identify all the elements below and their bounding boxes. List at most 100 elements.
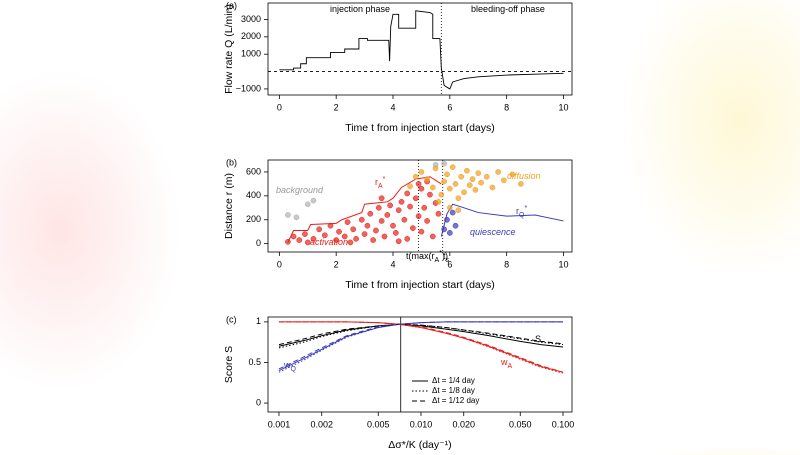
annotation-part: injection phase bbox=[330, 4, 390, 14]
annotation: bleeding-off phase bbox=[471, 4, 545, 14]
data-point bbox=[466, 182, 473, 188]
x-tick-label: 0 bbox=[277, 102, 282, 112]
x-tick-label: 6 bbox=[447, 102, 452, 112]
annotation: rQ* bbox=[516, 205, 527, 219]
x-tick-label: 0.005 bbox=[367, 419, 390, 429]
data-point bbox=[441, 160, 447, 167]
data-point bbox=[449, 209, 456, 216]
annotation: diffusion bbox=[507, 171, 541, 181]
data-point bbox=[483, 173, 490, 180]
data-point bbox=[461, 189, 467, 196]
data-point bbox=[333, 237, 340, 243]
annotation-part: activation bbox=[310, 237, 348, 247]
x-tick-label: 0.010 bbox=[410, 419, 433, 429]
x-axis-title: Time t from injection start (days) bbox=[345, 279, 495, 291]
x-tick-label: 0.050 bbox=[509, 419, 532, 429]
y-tick-label: 0 bbox=[256, 238, 261, 248]
data-point bbox=[398, 198, 405, 205]
x-tick-label: 0.002 bbox=[310, 419, 333, 429]
data-point bbox=[429, 184, 436, 191]
x-tick-label: 8 bbox=[504, 102, 509, 112]
x-tick-label: 6 bbox=[447, 259, 452, 269]
panel-label: (a) bbox=[226, 0, 237, 10]
data-line bbox=[278, 321, 564, 373]
data-point bbox=[452, 222, 459, 229]
y-axis-title: Score S bbox=[223, 346, 235, 383]
y-tick-label: 0.5 bbox=[248, 357, 261, 367]
plot-frame bbox=[267, 2, 573, 96]
x-tick-label: 4 bbox=[391, 259, 396, 269]
annotation-part: A bbox=[435, 257, 440, 264]
annotation-part: r bbox=[516, 206, 519, 216]
plot-frame bbox=[267, 159, 573, 253]
x-tick-label: 0.020 bbox=[452, 419, 475, 429]
data-point bbox=[489, 184, 496, 191]
data-line bbox=[279, 10, 564, 90]
x-tick-label: 2 bbox=[334, 259, 339, 269]
data-point bbox=[367, 210, 374, 217]
data-point bbox=[375, 204, 382, 211]
data-point bbox=[500, 177, 507, 184]
data-point bbox=[418, 185, 425, 192]
data-point bbox=[316, 226, 322, 233]
annotation: quiescence bbox=[470, 227, 516, 237]
data-point bbox=[304, 201, 311, 208]
data-point bbox=[518, 181, 524, 187]
annotation: injection phase bbox=[330, 4, 390, 14]
data-point bbox=[495, 169, 501, 175]
data-line bbox=[278, 323, 564, 346]
annotation: S bbox=[535, 334, 541, 344]
data-line bbox=[278, 321, 564, 372]
x-tick-label: 10 bbox=[558, 102, 568, 112]
annotation: t(max(rA*)) bbox=[406, 250, 448, 264]
annotation-part: t bbox=[443, 251, 446, 261]
y-tick-label: 0 bbox=[256, 397, 261, 407]
annotation-part: Q bbox=[519, 212, 525, 219]
x-axis-title: Δσ*/K (day⁻¹) bbox=[388, 439, 451, 450]
data-point bbox=[350, 226, 357, 233]
annotation: wA bbox=[500, 357, 513, 369]
annotation-part: * bbox=[524, 205, 527, 212]
data-point bbox=[321, 232, 328, 239]
data-point bbox=[407, 203, 413, 210]
data-point bbox=[415, 213, 422, 220]
data-point bbox=[336, 228, 342, 235]
y-tick-label: 600 bbox=[246, 166, 261, 176]
data-point bbox=[475, 170, 482, 176]
data-line bbox=[278, 321, 564, 374]
data-point bbox=[353, 236, 359, 242]
data-point bbox=[446, 204, 453, 211]
annotation-part: )) bbox=[442, 251, 448, 261]
y-tick-label: 3000 bbox=[241, 14, 261, 24]
data-point bbox=[310, 197, 317, 204]
data-point bbox=[432, 165, 439, 172]
data-point bbox=[381, 233, 388, 240]
data-point bbox=[441, 226, 447, 233]
data-point bbox=[509, 171, 516, 178]
data-point bbox=[285, 212, 291, 218]
annotation-part: S bbox=[535, 334, 541, 344]
y-axis-title: Distance r (m) bbox=[223, 173, 235, 239]
annotation-part: w bbox=[283, 360, 291, 370]
annotation: wQ bbox=[283, 360, 297, 372]
x-tick-label: 0.100 bbox=[552, 419, 575, 429]
data-point bbox=[469, 176, 476, 182]
data-line bbox=[278, 321, 564, 373]
annotation-part: diffusion bbox=[507, 171, 541, 181]
data-line bbox=[278, 321, 564, 373]
annotation-part: A bbox=[378, 183, 383, 190]
data-point bbox=[364, 222, 371, 229]
x-tick-label: 0 bbox=[277, 259, 282, 269]
x-tick-label: 10 bbox=[558, 259, 568, 269]
data-point bbox=[424, 218, 430, 224]
annotation: ts bbox=[443, 251, 450, 263]
data-point bbox=[361, 231, 368, 237]
data-point bbox=[302, 231, 308, 237]
annotation: rA* bbox=[375, 176, 386, 190]
annotation-part: r bbox=[375, 177, 378, 187]
annotation-part: background bbox=[276, 185, 324, 195]
annotation-part: * bbox=[439, 250, 442, 257]
annotation: background bbox=[276, 185, 324, 195]
panel-label: (c) bbox=[226, 314, 237, 324]
